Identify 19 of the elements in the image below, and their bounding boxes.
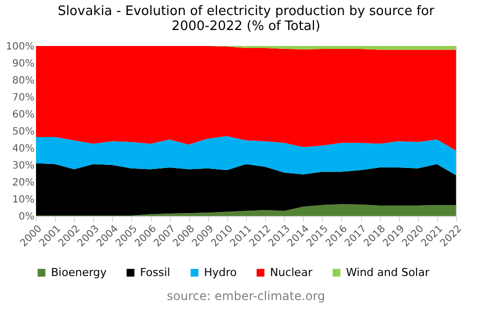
y-tick-label: 100%	[6, 42, 34, 52]
legend-label: Wind and Solar	[346, 266, 430, 279]
y-tick-label: 20%	[12, 178, 34, 188]
y-tick-label: 60%	[12, 110, 34, 120]
source-note: source: ember-climate.org	[166, 289, 326, 303]
y-tick-label: 0%	[18, 212, 34, 222]
y-tick-label: 10%	[12, 194, 34, 206]
text: Slovakia - Evolution of electricity production by source for	[58, 4, 434, 19]
y-tick-label: 70%	[12, 92, 34, 104]
y-tick-label: 90%	[12, 58, 34, 70]
y-tick-label: 50%	[12, 126, 34, 138]
text: 2000-2022 (% of Total)	[172, 19, 320, 34]
y-tick-label: 30%	[12, 160, 34, 172]
y-tick-label: 40%	[12, 144, 34, 154]
legend-label: Fossil	[140, 266, 170, 279]
legend-label: Bioenergy	[51, 266, 108, 279]
legend-label: Nuclear	[270, 266, 313, 279]
legend-label: Hydro	[204, 266, 238, 279]
y-tick-label: 80%	[12, 76, 34, 86]
